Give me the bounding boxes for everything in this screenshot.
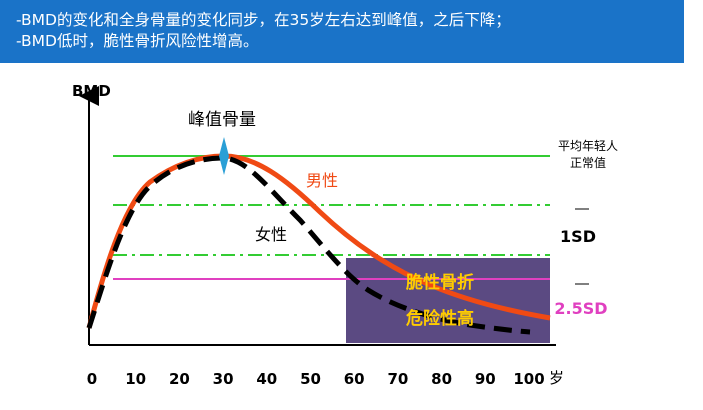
ref-label-normal-2: 正常值 [570, 155, 606, 170]
x-tick-label: 60 [344, 370, 365, 388]
ref-label-1sd: 1SD [560, 227, 596, 246]
x-tick-label: 90 [475, 370, 496, 388]
peak-label: 峰值骨量 [188, 110, 256, 130]
x-axis-unit: 岁 [549, 369, 564, 387]
x-tick-label: 10 [125, 370, 146, 388]
x-tick-label: 80 [431, 370, 452, 388]
series-female-label: 女性 [255, 225, 287, 244]
header-line-2: -BMD低时，脆性骨折风险性增高。 [16, 32, 259, 50]
header-banner: -BMD的变化和全身骨量的变化同步，在35岁左右达到峰值，之后下降； -BMD低… [0, 0, 684, 63]
x-tick-label: 40 [256, 370, 277, 388]
y-axis-label: BMD [72, 82, 111, 100]
x-ticks: 0 10 20 30 40 50 60 70 80 90 100 岁 [87, 369, 564, 388]
x-tick-label: 20 [169, 370, 190, 388]
series-male-line [86, 153, 551, 329]
ref-label-2-5sd: 2.5SD [554, 299, 607, 318]
risk-zone-line-1: 脆性骨折 [405, 272, 474, 293]
series-female-line [86, 155, 531, 335]
x-tick-label: 0 [87, 370, 97, 388]
x-tick-label: 30 [213, 370, 234, 388]
series-male-label: 男性 [306, 171, 338, 190]
risk-zone-line-2: 危险性高 [405, 308, 474, 329]
ref-label-normal-1: 平均年轻人 [558, 139, 618, 153]
header-line-1: -BMD的变化和全身骨量的变化同步，在35岁左右达到峰值，之后下降； [16, 11, 511, 29]
x-tick-label: 50 [300, 370, 321, 388]
x-tick-label: 70 [387, 370, 408, 388]
peak-marker-icon [219, 137, 229, 175]
risk-zone [346, 258, 550, 343]
x-tick-label: 100 [513, 370, 544, 388]
